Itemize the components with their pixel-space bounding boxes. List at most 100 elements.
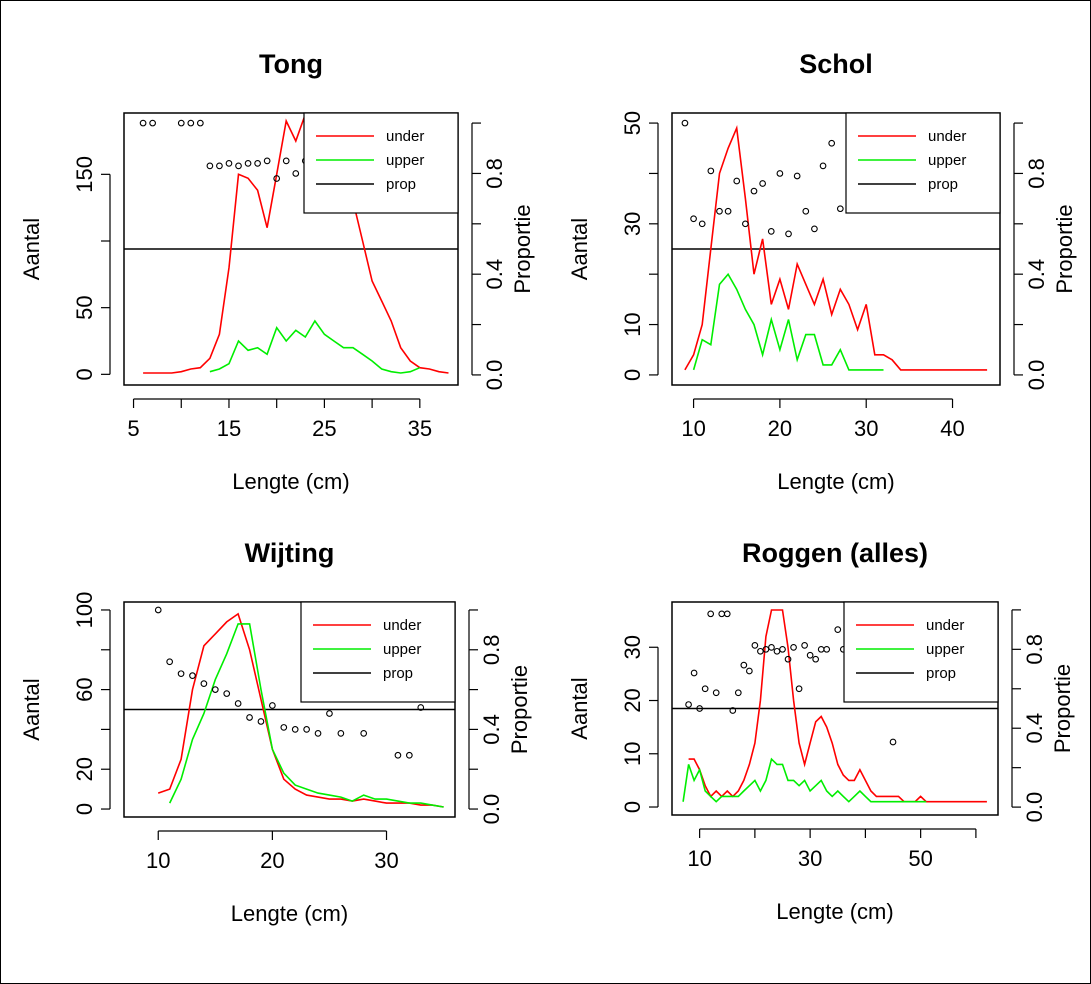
legend-label-upper: upper [383, 641, 421, 658]
prop-point [828, 139, 836, 147]
legend-box [843, 601, 999, 703]
prop-point [149, 119, 156, 127]
chart-panel-2: Schol 10 20 30 40 Lengte (cm) 0 10 30 50 Aantal 0.0… [567, 49, 1077, 494]
y-tick-label: 0 [620, 801, 645, 813]
y2-tick-label: 0.4 [1022, 713, 1047, 744]
prop-point [802, 207, 810, 215]
prop-point [246, 714, 253, 721]
prop-point [790, 644, 797, 651]
prop-point [785, 230, 792, 238]
y2-tick-label: 0.8 [482, 158, 507, 189]
chart-panel-3: Wijting 10 20 30 Lengte (cm) 0 20 60 100 Aantal 0.… [19, 538, 532, 926]
prop-point [211, 686, 219, 693]
y2-tick-label: 0.4 [1024, 259, 1049, 290]
prop-point [177, 670, 185, 678]
series-line-under [157, 612, 444, 808]
y2-tick-label: 0.0 [482, 360, 507, 391]
prop-point [718, 610, 726, 618]
y-tick-label: 0 [72, 803, 97, 815]
prop-point [196, 119, 204, 127]
series-line-upper [692, 272, 884, 371]
y-tick-label: 60 [72, 677, 97, 701]
legend-box [845, 112, 1001, 214]
prop-point [690, 215, 697, 223]
x-tick-label: 35 [408, 416, 432, 441]
prop-point [751, 642, 759, 649]
x-tick-label: 15 [217, 416, 241, 441]
y2-tick-label: 0.4 [479, 714, 504, 745]
legend-label-prop: prop [928, 176, 958, 193]
legend-label-under: under [386, 128, 424, 145]
x-tick-label: 50 [908, 846, 932, 871]
prop-point [216, 162, 223, 170]
prop-point [690, 669, 698, 677]
legend-label-prop: prop [383, 665, 413, 682]
series-line-under [688, 609, 987, 803]
y-axis-label: Aantal [19, 218, 44, 280]
y-tick-label: 30 [620, 635, 645, 659]
prop-point [819, 162, 827, 170]
y2-tick-label: 0.0 [1024, 360, 1049, 391]
prop-point [723, 610, 731, 618]
y2-axis-label: Proportie [1050, 664, 1075, 753]
chart-panel-4: Roggen (alles) 10 30 50 Lengte (cm) 0 10 20 30 Aa… [567, 538, 1075, 924]
prop-point [326, 710, 333, 717]
x-tick-label: 40 [940, 416, 964, 441]
prop-point [716, 207, 723, 215]
legend-label-prop: prop [926, 665, 956, 682]
x-tick-label: 10 [681, 416, 705, 441]
x-tick-label: 25 [312, 416, 336, 441]
prop-point [740, 661, 748, 669]
legend-box [303, 112, 459, 214]
x-tick-label: 10 [146, 848, 170, 873]
prop-point [801, 642, 808, 649]
legend-label-upper: upper [386, 152, 424, 169]
y-axis-label: Aantal [567, 677, 592, 739]
y-tick-label: 150 [72, 156, 97, 193]
prop-point [314, 730, 322, 737]
prop-point [405, 751, 413, 759]
prop-point [223, 690, 231, 697]
prop-point [746, 667, 753, 675]
prop-point [701, 685, 709, 693]
prop-point [257, 718, 265, 725]
chart-title: Roggen (alles) [742, 538, 928, 568]
legend-label-upper: upper [926, 641, 964, 658]
prop-point [750, 187, 758, 195]
prop-point [817, 645, 825, 653]
y2-tick-label: 0.4 [482, 259, 507, 290]
prop-point [282, 157, 290, 165]
prop-point [834, 626, 842, 633]
y2-tick-label: 0.8 [479, 634, 504, 665]
legend-label-under: under [926, 617, 964, 634]
prop-point [773, 647, 781, 655]
y-axis-label: Aantal [19, 678, 44, 740]
prop-point [707, 610, 715, 618]
series-line-upper [168, 623, 444, 808]
plot-area [124, 606, 455, 808]
y2-tick-label: 0.8 [1024, 158, 1049, 189]
chart-title: Wijting [245, 538, 335, 568]
prop-point [154, 606, 162, 614]
series-line-under [143, 113, 449, 374]
prop-point [225, 160, 233, 167]
prop-point [767, 228, 775, 235]
prop-point [303, 726, 310, 733]
x-tick-label: 20 [260, 848, 284, 873]
y-tick-label: 20 [620, 688, 645, 712]
prop-point [836, 205, 844, 213]
y-tick-label: 10 [620, 312, 645, 336]
prop-point [189, 672, 196, 680]
x-tick-label: 30 [798, 846, 822, 871]
y-tick-label: 20 [72, 757, 97, 781]
prop-point [234, 700, 242, 707]
prop-point [696, 705, 703, 712]
prop-point [811, 225, 818, 233]
prop-point [292, 170, 300, 177]
y-tick-label: 30 [620, 212, 645, 236]
y-axis-label: Aantal [567, 218, 592, 280]
prop-point [263, 157, 271, 165]
chart-panel-1: Tong 5 15 25 35 Lengte (cm) 0 50 150 Aantal 0.0 0.4… [19, 49, 535, 494]
prop-point [779, 645, 786, 653]
prop-point [776, 170, 784, 177]
